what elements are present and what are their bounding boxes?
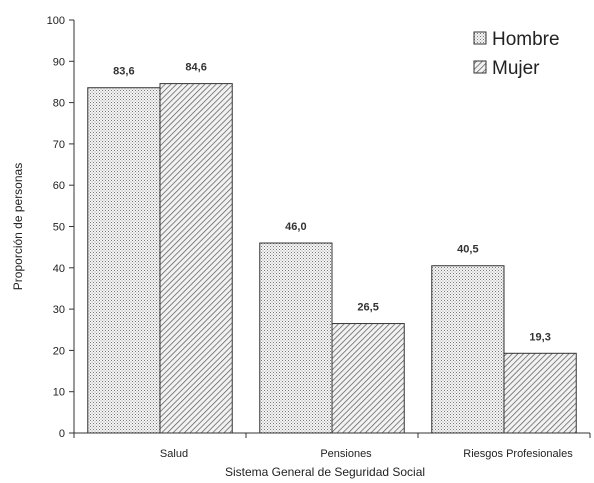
- category-label: Riesgos Profesionales: [463, 448, 573, 460]
- legend-swatch-mujer: [473, 60, 487, 74]
- data-label: 46,0: [285, 221, 306, 233]
- data-label: 84,6: [185, 62, 206, 74]
- category-labels: Salud Pensiones Riesgos Profesionales: [160, 448, 573, 460]
- y-tick-label: 0: [59, 428, 65, 440]
- y-tick-label: 90: [53, 56, 65, 68]
- bars: [87, 83, 577, 434]
- value-labels: 83,6 84,6 46,0 26,5 40,5 19,3: [113, 62, 551, 344]
- data-label: 26,5: [357, 302, 378, 314]
- x-axis-ticks: [73, 433, 591, 438]
- y-tick-label: 100: [47, 15, 65, 27]
- legend: Hombre Mujer: [473, 29, 560, 79]
- data-label: 40,5: [457, 244, 478, 256]
- category-label: Salud: [160, 448, 188, 460]
- y-axis-ticks: 0 10 20 30 40 50 60 70 80 90 100: [47, 15, 74, 440]
- y-tick-label: 50: [53, 222, 65, 234]
- legend-label-hombre: Hombre: [492, 29, 560, 50]
- data-label: 83,6: [113, 66, 134, 78]
- bar-hombre: [259, 242, 333, 434]
- category-label: Pensiones: [320, 448, 372, 460]
- bar-mujer: [331, 323, 405, 434]
- bar-mujer: [503, 352, 577, 434]
- x-axis-title: Sistema General de Seguridad Social: [225, 465, 425, 479]
- data-label: 19,3: [529, 331, 550, 343]
- y-tick-label: 60: [53, 180, 65, 192]
- y-tick-label: 70: [53, 139, 65, 151]
- bar-mujer: [159, 83, 233, 434]
- y-tick-label: 80: [53, 98, 65, 110]
- bar-hombre: [431, 265, 505, 434]
- bar-hombre: [87, 87, 161, 434]
- y-tick-label: 30: [53, 304, 65, 316]
- y-tick-label: 40: [53, 263, 65, 275]
- legend-swatch-hombre: [473, 31, 487, 45]
- y-axis-title: Proporción de personas: [11, 163, 25, 290]
- y-tick-label: 10: [53, 387, 65, 399]
- legend-label-mujer: Mujer: [492, 58, 540, 79]
- y-tick-label: 20: [53, 345, 65, 357]
